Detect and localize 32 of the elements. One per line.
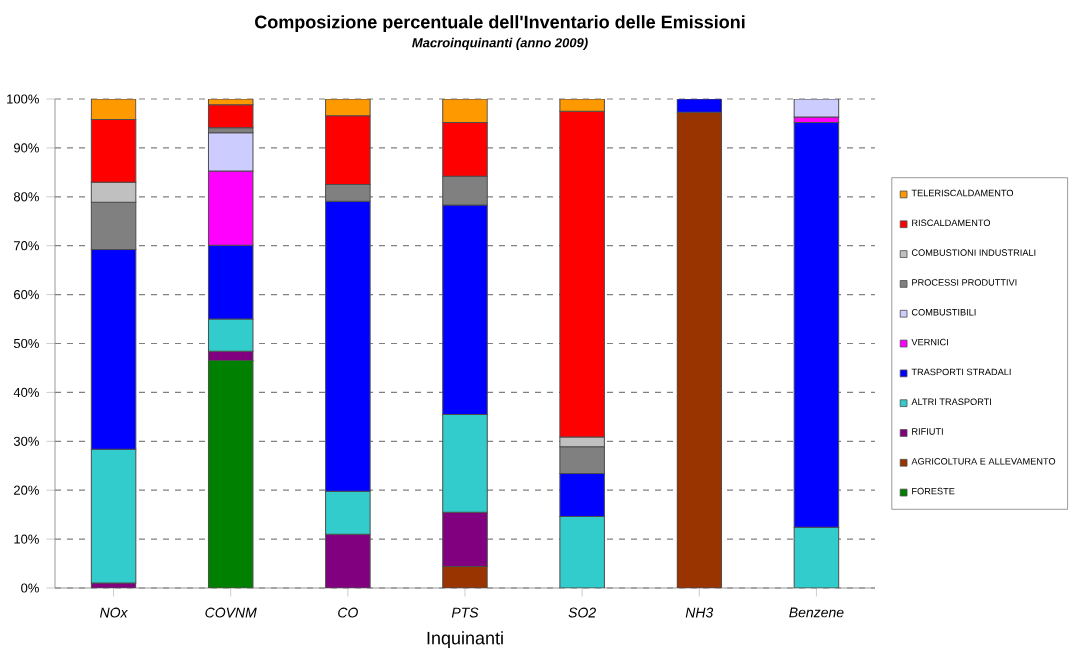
y-tick-label: 70% bbox=[14, 241, 39, 251]
legend-label: RIFIUTI bbox=[912, 428, 943, 435]
y-tick-label: 20% bbox=[14, 485, 39, 495]
x-tick-label: CO bbox=[338, 607, 358, 618]
y-tick-label: 90% bbox=[13, 143, 39, 153]
x-tick-label: NOx bbox=[100, 607, 128, 618]
legend-label: COMBUSTIONI INDUSTRIALI bbox=[911, 249, 1036, 256]
y-tick-label: 60% bbox=[14, 290, 39, 300]
x-tick-label: COVNM bbox=[205, 607, 257, 618]
legend-label: AGRICOLTURA E ALLEVAMENTO bbox=[911, 458, 1056, 465]
legend-label: VERNICI bbox=[911, 338, 948, 346]
y-tick-label: 30% bbox=[13, 436, 39, 446]
x-tick-label: SO2 bbox=[568, 607, 596, 618]
x-tick-label: PTS bbox=[451, 607, 479, 618]
y-tick-label: 10% bbox=[14, 534, 39, 544]
y-tick-label: 0% bbox=[21, 583, 39, 593]
legend-label: TELERISCALDAMENTO bbox=[911, 189, 1014, 197]
x-tick-label: NH3 bbox=[685, 607, 714, 618]
legend-label: TRASPORTI STRADALI bbox=[911, 368, 1011, 376]
legend-label: COMBUSTIBILI bbox=[911, 309, 976, 316]
chart-title: Composizione percentuale dell'Inventario delle Emissioni bbox=[255, 15, 745, 32]
y-tick-label: 80% bbox=[13, 192, 39, 202]
y-tick-label: 40% bbox=[13, 387, 39, 397]
legend-label: PROCESSI PRODUTTIVI bbox=[912, 279, 1017, 286]
y-tick-label: 50% bbox=[13, 338, 39, 349]
y-tick-label: 100% bbox=[7, 94, 39, 104]
x-tick-label: Benzene bbox=[789, 607, 844, 618]
legend-label: RISCALDAMENTO bbox=[912, 219, 991, 227]
x-axis-title: Inquinanti bbox=[427, 631, 503, 649]
chart-subtitle: Macroinquinanti (anno 2009) bbox=[412, 37, 588, 50]
legend-label: ALTRI TRASPORTI bbox=[911, 398, 991, 405]
legend-label: FORESTE bbox=[912, 487, 955, 495]
